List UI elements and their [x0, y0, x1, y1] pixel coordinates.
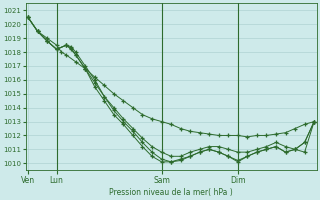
X-axis label: Pression niveau de la mer( hPa ): Pression niveau de la mer( hPa ) — [109, 188, 233, 197]
